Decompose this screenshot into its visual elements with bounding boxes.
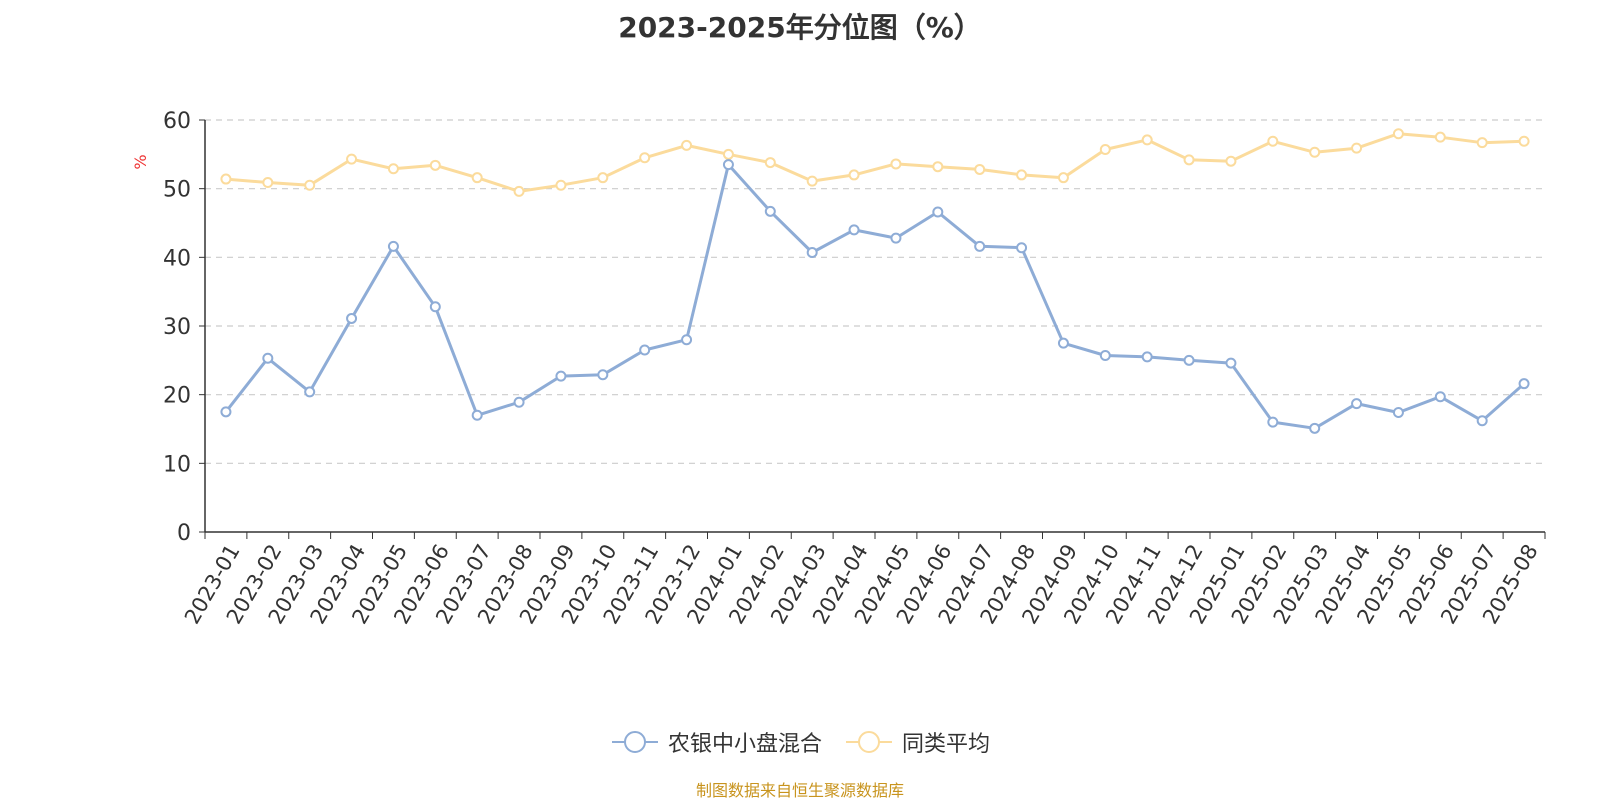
data-point[interactable] [974,163,986,175]
data-point[interactable] [1476,415,1488,427]
data-point[interactable] [722,148,734,160]
data-point[interactable] [304,386,316,398]
legend-item-fund[interactable]: 农银中小盘混合 [610,726,822,758]
source-note: 制图数据来自恒生聚源数据库 [695,781,904,800]
y-tick-label: 40 [163,246,191,271]
data-point[interactable] [764,205,776,217]
data-point[interactable] [1476,137,1488,149]
data-point[interactable] [220,406,232,418]
data-point[interactable] [1309,146,1321,158]
data-point[interactable] [1267,416,1279,428]
data-point[interactable] [387,240,399,252]
series-1 [220,128,1530,197]
data-point[interactable] [346,153,358,165]
series-lines [220,128,1530,434]
data-point[interactable] [1183,354,1195,366]
data-point[interactable] [555,370,567,382]
data-point[interactable] [890,232,902,244]
data-point[interactable] [1351,142,1363,154]
data-point[interactable] [471,409,483,421]
data-point[interactable] [513,185,525,197]
data-point[interactable] [262,352,274,364]
data-point[interactable] [974,240,986,252]
y-tick-label: 50 [163,178,191,203]
data-point[interactable] [387,163,399,175]
y-tick-label: 60 [163,109,191,134]
data-point[interactable] [1518,378,1530,390]
series-line [225,132,1525,193]
data-point[interactable] [1183,154,1195,166]
data-point[interactable] [304,179,316,191]
data-point[interactable] [848,169,860,181]
data-point[interactable] [806,247,818,259]
data-point[interactable] [1099,350,1111,362]
data-point[interactable] [1351,398,1363,410]
legend-fund-marker-icon [611,731,658,753]
y-tick-label: 30 [163,315,191,340]
data-point[interactable] [429,301,441,313]
data-point[interactable] [932,161,944,173]
data-point[interactable] [1518,135,1530,147]
y-tick-label: 20 [163,384,191,409]
data-point[interactable] [1099,144,1111,156]
data-point[interactable] [1016,242,1028,254]
legend-label-peer-average: 同类平均 [902,732,991,757]
data-point[interactable] [1434,131,1446,143]
data-point[interactable] [429,159,441,171]
data-point[interactable] [890,158,902,170]
data-point[interactable] [346,312,358,324]
data-point[interactable] [1309,422,1321,434]
y-tick-label: 0 [177,521,191,546]
data-point[interactable] [848,224,860,236]
data-point[interactable] [555,179,567,191]
data-point[interactable] [1434,391,1446,403]
data-point[interactable] [597,172,609,184]
axes: 01020304050602023-012023-022023-032023-0… [163,109,1546,628]
legend-average-marker-icon [846,731,892,753]
data-point[interactable] [1392,128,1404,140]
data-point[interactable] [513,396,525,408]
data-point[interactable] [1267,135,1279,147]
data-point[interactable] [764,157,776,169]
chart-title: 2023-2025年分位图（%） [618,11,982,44]
data-point[interactable] [1225,155,1237,167]
legend: 农银中小盘混合 同类平均 [0,726,1600,758]
data-point[interactable] [681,139,693,151]
data-point[interactable] [1141,351,1153,363]
data-point[interactable] [806,175,818,187]
data-point[interactable] [639,152,651,164]
data-point[interactable] [262,176,274,188]
data-point[interactable] [639,344,651,356]
data-point[interactable] [471,172,483,184]
legend-item-peer-average[interactable]: 同类平均 [844,726,990,758]
data-point[interactable] [597,369,609,381]
series-0 [220,159,1530,434]
data-point[interactable] [932,206,944,218]
data-point[interactable] [1057,172,1069,184]
data-point[interactable] [220,173,232,185]
data-point[interactable] [1057,337,1069,349]
y-axis-label: % [131,154,150,169]
data-point[interactable] [681,334,693,346]
legend-label-fund: 农银中小盘混合 [667,732,822,757]
y-tick-label: 10 [163,452,191,477]
data-point[interactable] [722,159,734,171]
data-point[interactable] [1225,357,1237,369]
data-point[interactable] [1141,134,1153,146]
gridlines [205,119,1545,464]
series-line [224,163,1526,430]
data-point[interactable] [1392,407,1404,419]
data-point[interactable] [1016,169,1028,181]
